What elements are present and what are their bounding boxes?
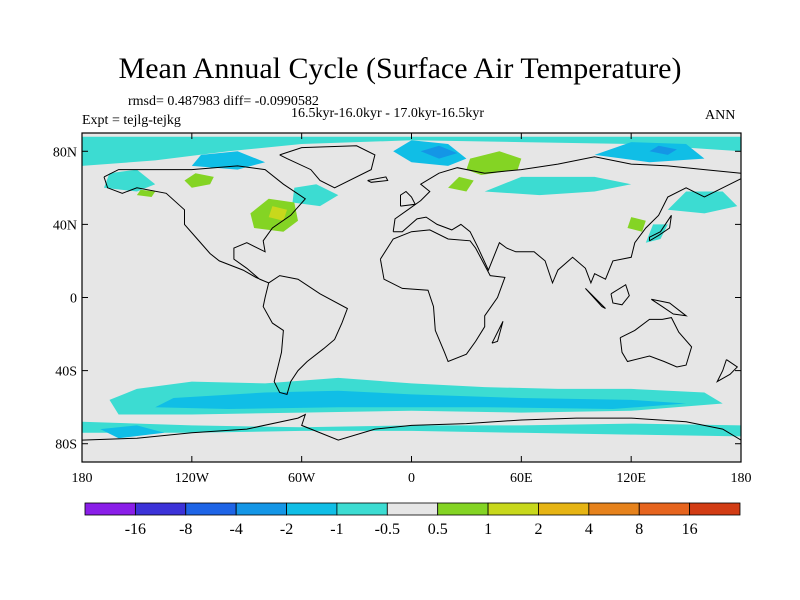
- southern-ocean-inner: [155, 390, 687, 409]
- colorbar-swatch: [336, 502, 388, 516]
- ross-sea-patch: [100, 425, 165, 439]
- colorbar-swatch: [185, 502, 237, 516]
- colorbar-label: 0.5: [428, 521, 448, 538]
- antarctica-coast: [82, 413, 741, 441]
- alaska-cooling: [104, 169, 156, 192]
- colorbar-swatch: [487, 502, 539, 516]
- x-tick-label: 120E: [616, 471, 646, 486]
- colorbar-label: -2: [280, 521, 293, 538]
- y-tick-label: 80S: [55, 438, 77, 453]
- north-atlantic-warming-core: [268, 206, 287, 221]
- x-tick-label: 60E: [510, 471, 533, 486]
- colorbar-swatch: [437, 502, 489, 516]
- y-tick-label: 40N: [53, 218, 77, 233]
- iceland-coast: [367, 176, 389, 183]
- japan-coast: [649, 215, 672, 242]
- experiment-label: Expt = tejlg-tejkg: [82, 113, 181, 128]
- colorbar-swatch: [588, 502, 640, 516]
- arctic-band: [82, 136, 741, 166]
- indonesia-coast: [585, 288, 606, 309]
- antarctic-coast-band: [82, 421, 741, 437]
- colorbar-label: -4: [229, 521, 242, 538]
- colorbar-label: 16: [682, 521, 698, 538]
- colorbar-label: -1: [330, 521, 343, 538]
- colorbar-label: -16: [125, 521, 146, 538]
- colorbar-swatch: [286, 502, 338, 516]
- y-tick-label: 40S: [55, 365, 77, 380]
- eurasia-coast: [392, 156, 741, 285]
- x-tick-label: 60W: [288, 471, 316, 486]
- chart-title: Mean Annual Cycle (Surface Air Temperatu…: [118, 52, 682, 85]
- south-america-coast: [262, 275, 349, 396]
- borneo-coast: [610, 283, 630, 306]
- new-guinea-coast: [651, 298, 688, 317]
- siberia-cooling: [484, 176, 632, 196]
- stats-label: rmsd= 0.487983 diff= -0.0990582: [128, 94, 319, 109]
- north-america-coast: [103, 165, 307, 284]
- x-tick-label: 180: [72, 471, 93, 486]
- canadian-arctic-cooling: [191, 151, 266, 170]
- north-pacific-cooling: [667, 191, 738, 214]
- north-america-warming: [184, 173, 214, 188]
- colorbar-swatch: [538, 502, 590, 516]
- greenland-coast: [279, 145, 376, 189]
- new-zealand-coast: [716, 359, 739, 383]
- y-tick-label: 80N: [53, 145, 77, 160]
- australia-coast: [619, 317, 693, 368]
- colorbar-swatch: [386, 502, 439, 516]
- colorbar-label: -8: [179, 521, 192, 538]
- colorbar-swatch: [134, 502, 187, 516]
- east-siberian-core: [649, 145, 677, 155]
- colorbar-label: 4: [585, 521, 593, 538]
- scandinavia-warming: [448, 176, 474, 192]
- colorbar-swatch: [638, 502, 691, 516]
- period-label: 16.5kyr-16.0kyr - 17.0kyr-16.5kyr: [291, 106, 485, 121]
- africa-coast: [379, 229, 506, 363]
- colorbar-swatch: [689, 502, 741, 516]
- colorbar-swatch: [84, 502, 136, 516]
- x-tick-label: 120W: [175, 471, 210, 486]
- x-tick-label: 0: [408, 471, 415, 486]
- greenland-sea-core: [420, 145, 458, 159]
- britain-coast: [400, 190, 416, 207]
- x-tick-label: 180: [731, 471, 752, 486]
- colorbar-label: 1: [484, 521, 492, 538]
- madagascar-coast: [491, 321, 504, 344]
- east-asia-warming: [627, 217, 646, 232]
- season-label: ANN: [705, 108, 736, 123]
- y-tick-label: 0: [70, 292, 77, 307]
- nw-pacific-warming: [136, 189, 156, 197]
- colorbar-label: -0.5: [375, 521, 400, 538]
- colorbar-label: 2: [534, 521, 542, 538]
- barents-warming-edge: [466, 151, 522, 175]
- colorbar-swatch: [235, 502, 287, 516]
- siberian-arctic-cooling: [594, 142, 705, 163]
- colorbar-label: 8: [635, 521, 643, 538]
